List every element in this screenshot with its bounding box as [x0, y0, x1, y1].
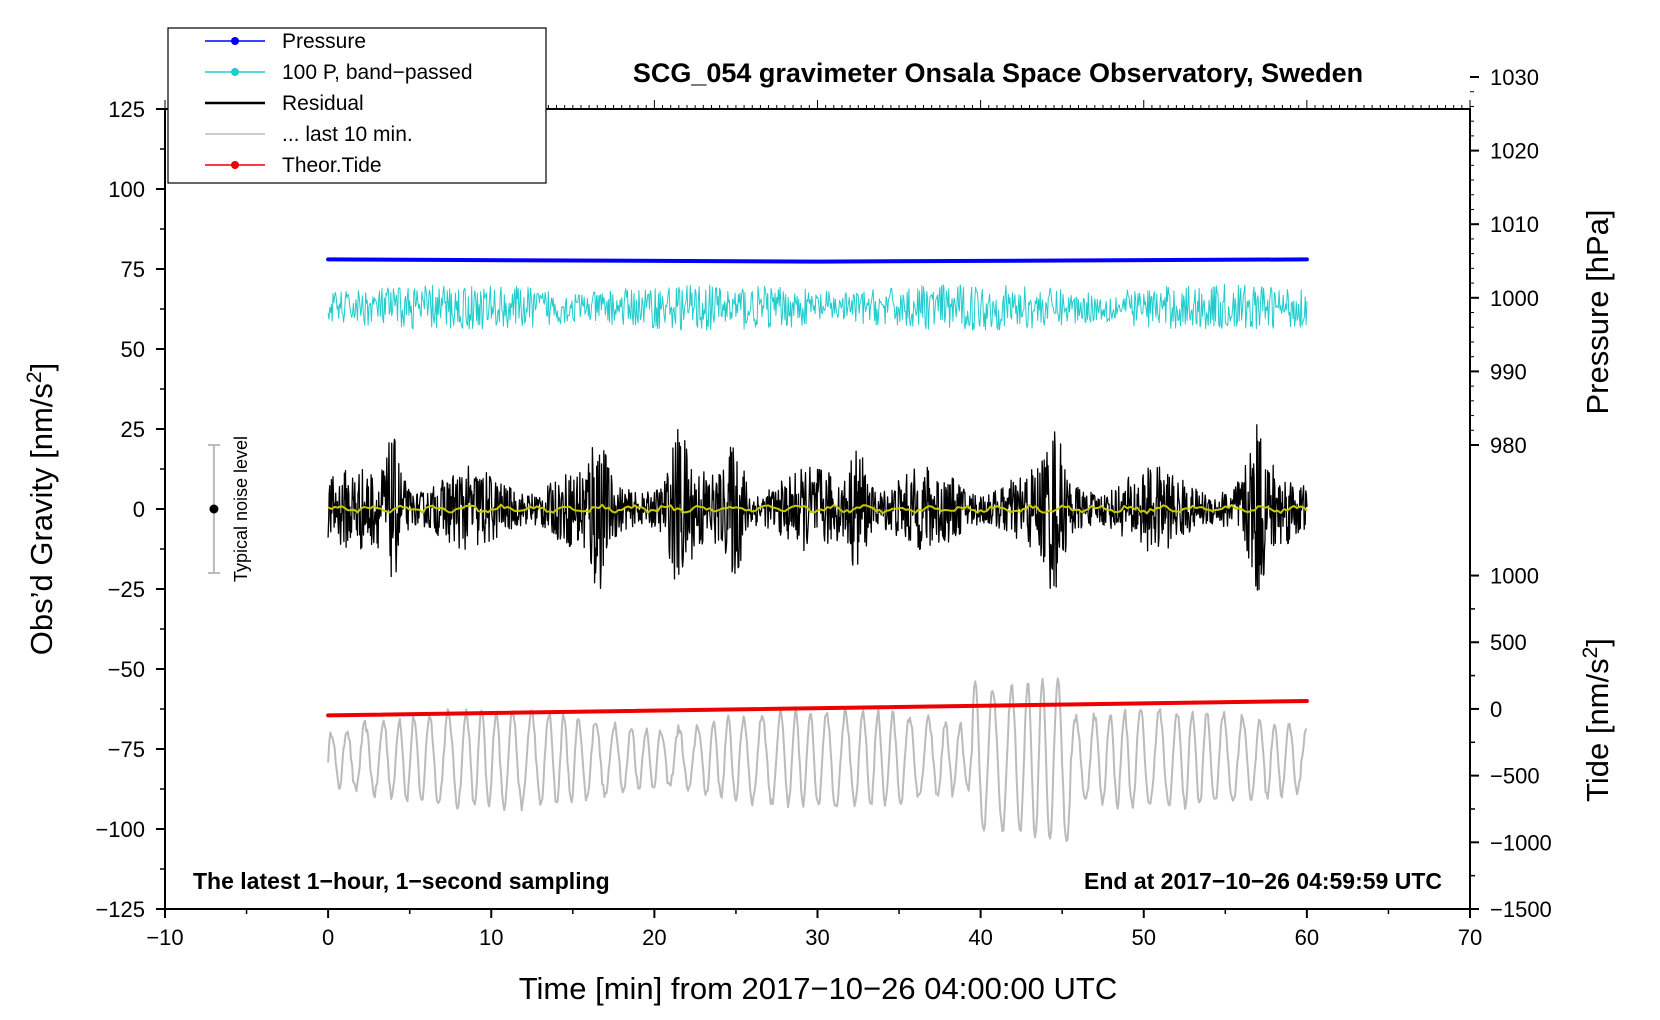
tide-tick-label: −500: [1490, 764, 1540, 789]
tide-tick-label: 0: [1490, 697, 1502, 722]
legend-swatch-marker: [231, 161, 239, 169]
series-layer: [326, 257, 1309, 843]
tide-tick-label: −1500: [1490, 897, 1552, 922]
series-pressure: [326, 257, 1309, 264]
legend-label: 100 P, band−passed: [282, 61, 473, 84]
tide-tick-label: 1000: [1490, 564, 1539, 589]
legend-swatch-marker: [231, 37, 239, 45]
series-last-10-min: [327, 677, 1307, 843]
annotation-sampling: The latest 1−hour, 1−second sampling: [193, 868, 610, 894]
plot-area: −10 0 10 20 30 40 50 60 701251007550250−25−50−75…: [95, 65, 1551, 950]
x-tick-label: 50: [1132, 925, 1156, 950]
x-tick-label: 70: [1458, 925, 1482, 950]
pressure-tick-label: 980: [1490, 433, 1527, 458]
y-tick-label: −50: [108, 657, 145, 682]
y-tick-label: −125: [95, 897, 145, 922]
tide-axis-title: Tide [nm/s2]: [1579, 638, 1616, 802]
x-tick-label: 40: [968, 925, 992, 950]
legend-item: Theor.Tide: [205, 154, 382, 177]
x-tick-label: 0: [322, 925, 334, 950]
annotation-end-time: End at 2017−10−26 04:59:59 UTC: [1084, 868, 1442, 894]
pressure-tick-label: 1020: [1490, 139, 1539, 164]
pressure-axis-title: Pressure [hPa]: [1580, 209, 1615, 414]
legend-label: Theor.Tide: [282, 154, 382, 177]
legend-label: Pressure: [282, 30, 366, 53]
noise-center-dot: [209, 504, 219, 514]
x-tick-label: 30: [805, 925, 829, 950]
y-tick-label: 25: [121, 417, 145, 442]
y-tick-label: −25: [108, 577, 145, 602]
series-pressure-bandpassed: [327, 283, 1308, 331]
x-tick-label: 10: [479, 925, 503, 950]
pressure-tick-label: 1030: [1490, 65, 1539, 90]
legend: Pressure 100 P, band−passed Residual ... la…: [167, 27, 547, 184]
y-tick-label: −100: [95, 817, 145, 842]
noise-label: Typical noise level: [231, 436, 251, 582]
noise-indicator: Typical noise level: [207, 436, 251, 582]
tide-tick-label: −1000: [1490, 830, 1552, 855]
legend-item: 100 P, band−passed: [205, 61, 473, 84]
pressure-tick-label: 1010: [1490, 212, 1539, 237]
y-axis-title: Obs’d Gravity [nm/s2]: [23, 363, 60, 656]
y-tick-label: −75: [108, 737, 145, 762]
legend-item: Residual: [205, 92, 364, 115]
legend-label: Residual: [282, 92, 364, 115]
y-tick-label: 0: [133, 497, 145, 522]
y-tick-label: 75: [121, 257, 145, 282]
y-tick-label: 125: [108, 97, 145, 122]
x-tick-label: 60: [1295, 925, 1319, 950]
tide-tick-label: 500: [1490, 630, 1527, 655]
series-residual: [327, 424, 1308, 591]
y-tick-label: 100: [108, 177, 145, 202]
ticks-layer: −10 0 10 20 30 40 50 60 701251007550250−25−50−75…: [95, 65, 1551, 950]
legend-label: ... last 10 min.: [282, 123, 413, 146]
legend-item: ... last 10 min.: [205, 123, 413, 146]
pressure-tick-label: 1000: [1490, 286, 1539, 311]
series-theoretical-tide: [326, 699, 1309, 718]
pressure-tick-label: 990: [1490, 359, 1527, 384]
x-axis-title: Time [min] from 2017−10−26 04:00:00 UTC: [519, 971, 1118, 1006]
legend-swatch-marker: [231, 68, 239, 76]
series-residual-smoothed: [327, 503, 1308, 515]
legend-item: Pressure: [205, 30, 366, 53]
legend-entries: Pressure 100 P, band−passed Residual ... la…: [205, 30, 473, 177]
x-tick-label: 20: [642, 925, 666, 950]
chart-title: SCG_054 gravimeter Onsala Space Observat…: [633, 58, 1363, 88]
legend-box: [167, 27, 547, 184]
y-tick-label: 50: [121, 337, 145, 362]
x-tick-label: −10: [146, 925, 183, 950]
